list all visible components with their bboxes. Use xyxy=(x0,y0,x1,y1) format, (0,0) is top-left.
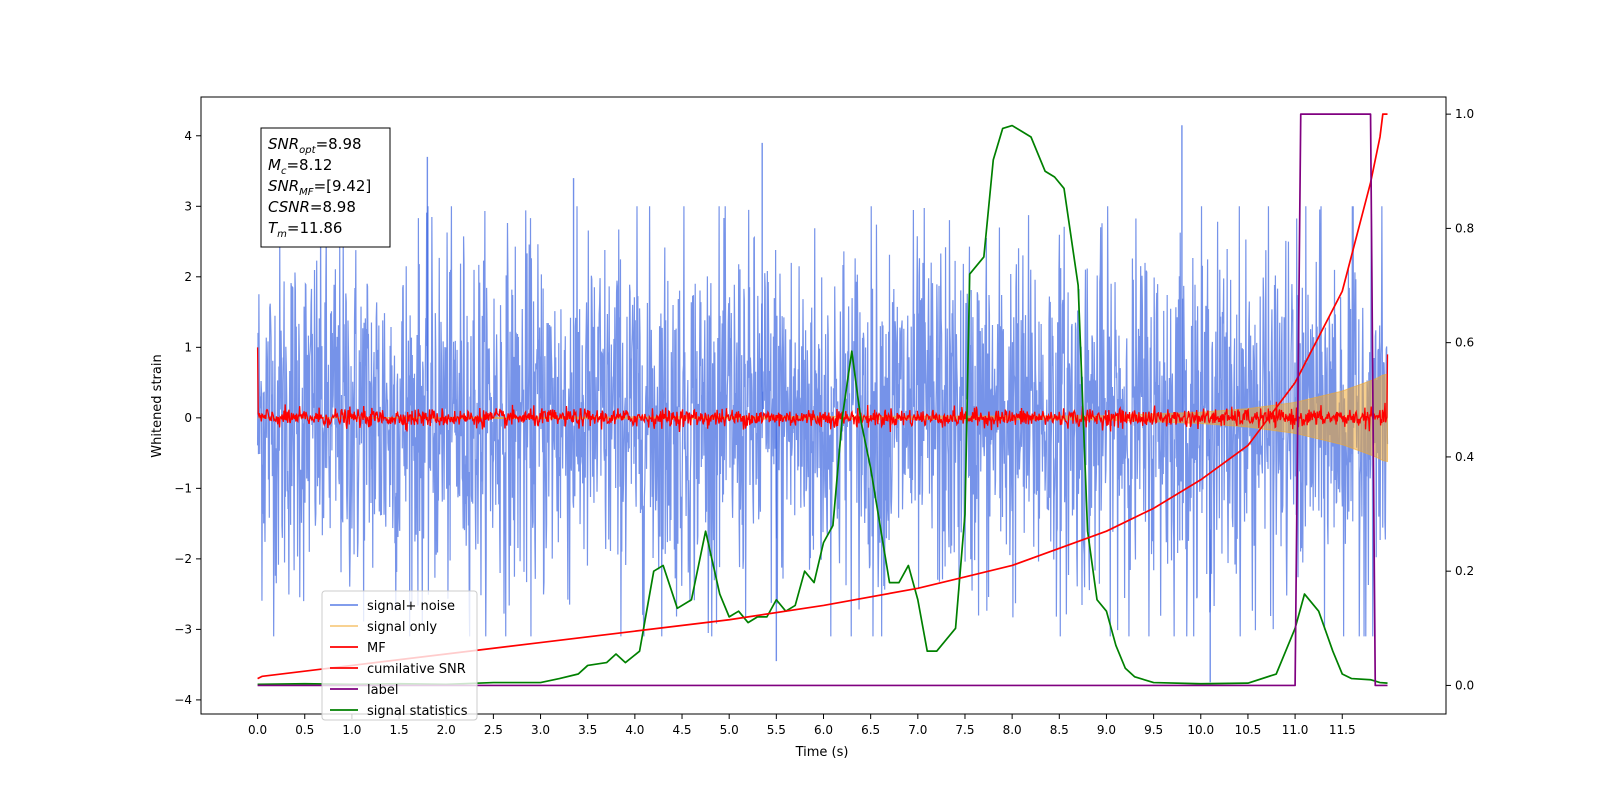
y-left-tick-label: 0 xyxy=(184,411,192,425)
y-right-tick-label: 0.2 xyxy=(1455,564,1474,578)
annotation-line: CSNR=8.98 xyxy=(268,198,356,216)
annotation-symbol: T xyxy=(268,219,279,237)
x-tick-label: 2.5 xyxy=(484,723,503,737)
legend: signal+ noise signal only MF cumilative SNR… xyxy=(321,590,478,721)
plot-area xyxy=(256,113,1389,687)
x-tick-label: 10.5 xyxy=(1235,723,1262,737)
annotation-line: SNRopt=8.98 xyxy=(268,135,362,156)
x-tick-label: 7.5 xyxy=(955,723,974,737)
x-tick-label: 11.5 xyxy=(1329,723,1356,737)
series-mf xyxy=(256,347,1389,432)
series-signal-noise xyxy=(256,206,1389,637)
y-left-tick-label: 2 xyxy=(184,270,192,284)
x-tick-label: 7.0 xyxy=(908,723,927,737)
x-tick-label: 8.0 xyxy=(1003,723,1022,737)
y-left-tick-label: −1 xyxy=(174,481,192,495)
x-tick-label: 3.0 xyxy=(531,723,550,737)
annotation-value: =[9.42] xyxy=(314,177,372,195)
y-left-tick-label: −4 xyxy=(174,693,192,707)
legend-label: signal only xyxy=(367,620,437,635)
annotation-symbol: CSNR xyxy=(268,198,310,216)
x-tick-label: 9.5 xyxy=(1144,723,1163,737)
x-tick-label: 11.0 xyxy=(1282,723,1309,737)
legend-frame xyxy=(321,590,478,721)
annotation-subscript: MF xyxy=(299,187,314,198)
annotation-subscript: opt xyxy=(299,145,316,156)
x-tick-label: 2.0 xyxy=(437,723,456,737)
x-tick-label: 6.0 xyxy=(814,723,833,737)
y-left-tick-label: 4 xyxy=(184,129,192,143)
series-label xyxy=(257,113,1388,687)
x-tick-label: 0.0 xyxy=(248,723,267,737)
y-right-tick-label: 1.0 xyxy=(1455,107,1474,121)
annotation-box: SNRopt=8.98Mc=8.12SNRMF=[9.42]CSNR=8.98T… xyxy=(260,127,391,248)
annotation-symbol: SNR xyxy=(268,135,299,153)
y-right-tick-label: 0.6 xyxy=(1455,336,1474,350)
y-left-tick-label: 1 xyxy=(184,340,192,354)
x-tick-label: 10.0 xyxy=(1187,723,1214,737)
legend-label: signal statistics xyxy=(367,704,468,719)
y-axis-label: Whitened strain xyxy=(150,354,165,457)
annotation-line: Tm=11.86 xyxy=(268,219,342,240)
annotation-value: =8.98 xyxy=(310,198,356,216)
series-signal-statistics xyxy=(257,124,1388,686)
axes-layer: 0.0 0.5 1.0 1.5 2.0 2.5 3.0 3.5 4.0 4.5 5.0 5.5 6.0 6… xyxy=(174,107,1474,737)
y-left-tick-label: −3 xyxy=(174,622,192,636)
y-right-tick-label: 0.4 xyxy=(1455,450,1474,464)
annotation-value: =8.12 xyxy=(286,156,332,174)
annotation-subscript: c xyxy=(281,166,287,177)
x-tick-label: 4.0 xyxy=(625,723,644,737)
x-tick-label: 1.5 xyxy=(390,723,409,737)
legend-label: MF xyxy=(367,641,386,656)
x-tick-label: 9.0 xyxy=(1097,723,1116,737)
y-left-tick-label: −2 xyxy=(174,552,192,566)
y-right-tick-label: 0.8 xyxy=(1455,221,1474,235)
x-tick-label: 6.5 xyxy=(861,723,880,737)
x-axis-label: Time (s) xyxy=(795,745,849,760)
annotation-subscript: m xyxy=(277,229,287,240)
x-tick-label: 0.5 xyxy=(295,723,314,737)
annotation-box-frame xyxy=(260,127,391,248)
legend-label: signal+ noise xyxy=(367,599,455,614)
x-tick-label: 5.5 xyxy=(767,723,786,737)
x-tick-label: 5.0 xyxy=(720,723,739,737)
x-tick-label: 8.5 xyxy=(1050,723,1069,737)
y-left-tick-label: 3 xyxy=(184,199,192,213)
annotation-symbol: M xyxy=(268,156,281,174)
annotation-value: =8.98 xyxy=(316,135,362,153)
x-tick-label: 3.5 xyxy=(578,723,597,737)
annotation-line: SNRMF=[9.42] xyxy=(268,177,371,198)
annotation-symbol: SNR xyxy=(268,177,299,195)
y-right-tick-label: 0.0 xyxy=(1455,678,1474,692)
x-tick-label: 1.0 xyxy=(342,723,361,737)
x-tick-label: 4.5 xyxy=(672,723,691,737)
legend-label: label xyxy=(367,683,398,698)
legend-label: cumilative SNR xyxy=(367,662,466,677)
series-cumulative-snr xyxy=(257,113,1388,680)
annotation-value: =11.86 xyxy=(287,219,343,237)
annotation-line: Mc=8.12 xyxy=(268,156,332,177)
